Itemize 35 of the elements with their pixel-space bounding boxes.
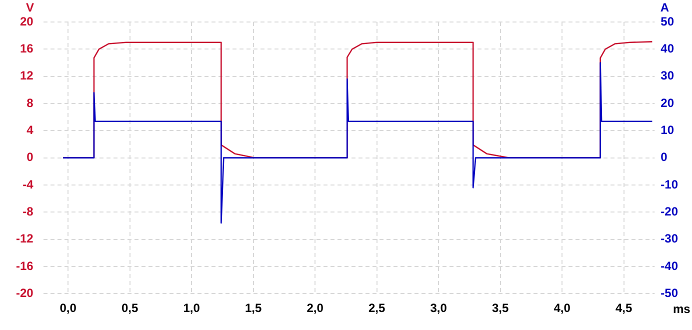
- y-tick-label: 16: [20, 41, 34, 56]
- x-tick-label: 2,5: [368, 301, 386, 316]
- y-axis-title: V: [26, 0, 34, 14]
- y2-tick-label: -50: [660, 286, 678, 300]
- y2-tick-label: -30: [660, 232, 678, 246]
- y2-tick-label: -10: [660, 177, 678, 192]
- y2-tick-label: 40: [660, 41, 674, 56]
- x-tick-label: 3,0: [430, 301, 448, 316]
- y-tick-label: -12: [16, 232, 34, 246]
- x-tick-label: 4,0: [554, 301, 571, 316]
- x-tick-label: 2,0: [306, 301, 324, 316]
- y2-tick-label: 20: [660, 96, 674, 110]
- y2-tick-label: 30: [660, 68, 674, 83]
- y-tick-label: -20: [16, 286, 34, 300]
- y-tick-label: 12: [20, 68, 34, 83]
- y-tick-label: -4: [22, 177, 34, 192]
- y-tick-label: 4: [26, 122, 34, 137]
- y-tick-label: -16: [16, 258, 34, 273]
- y2-tick-label: 50: [660, 14, 674, 28]
- y2-tick-label: -40: [660, 258, 678, 273]
- x-tick-label: 1,5: [244, 301, 262, 316]
- x-axis-title: ms: [672, 302, 691, 316]
- x-tick-label: 0,5: [121, 301, 138, 316]
- y-tick-label: 8: [26, 96, 34, 110]
- y-tick-label: -8: [22, 204, 34, 218]
- y2-axis-title: A: [660, 0, 670, 14]
- y2-tick-label: 10: [660, 122, 674, 137]
- y-tick-label: 0: [26, 150, 34, 164]
- y-tick-label: 20: [20, 14, 34, 28]
- x-tick-label: 4,5: [615, 301, 632, 316]
- y2-tick-label: 0: [660, 150, 668, 164]
- y2-tick-label: -20: [660, 204, 678, 218]
- x-tick-label: 3,5: [492, 301, 509, 316]
- x-tick-label: 1,0: [183, 301, 200, 316]
- x-tick-label: 0,0: [60, 301, 77, 316]
